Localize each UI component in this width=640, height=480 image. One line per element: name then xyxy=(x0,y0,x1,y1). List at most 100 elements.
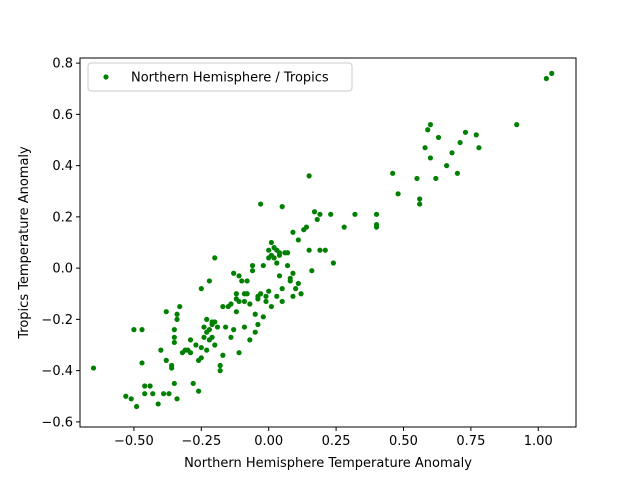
data-point xyxy=(457,139,463,146)
data-point xyxy=(449,150,455,156)
data-point xyxy=(473,132,479,138)
data-point xyxy=(274,293,280,299)
data-point xyxy=(425,127,431,133)
data-point xyxy=(373,221,380,228)
data-point xyxy=(196,388,202,394)
legend-marker xyxy=(103,74,109,80)
data-point xyxy=(204,316,210,322)
data-point xyxy=(236,273,242,279)
data-point xyxy=(317,211,323,217)
data-point xyxy=(293,286,299,292)
data-point xyxy=(287,275,293,281)
data-point xyxy=(217,368,223,374)
data-point xyxy=(422,145,428,151)
data-point xyxy=(414,175,420,182)
data-point xyxy=(220,303,226,310)
y-tick-label: 0.0 xyxy=(52,262,73,277)
data-point xyxy=(328,211,334,217)
data-point xyxy=(217,362,223,369)
x-axis-ticks: −0.50 −0.25 0.00 0.25 0.50 0.75 1.00 xyxy=(114,427,553,449)
data-point xyxy=(209,334,215,340)
data-point xyxy=(169,365,175,371)
data-point xyxy=(163,309,169,315)
data-point xyxy=(306,173,312,179)
data-points xyxy=(90,70,555,410)
data-point xyxy=(427,155,434,161)
data-point xyxy=(160,391,167,397)
data-point xyxy=(314,216,320,223)
data-point xyxy=(395,191,401,197)
data-point xyxy=(274,260,280,266)
data-point xyxy=(171,380,177,387)
data-point xyxy=(266,288,272,294)
data-point xyxy=(290,293,296,299)
data-point xyxy=(311,209,318,215)
data-point xyxy=(279,298,285,305)
data-point xyxy=(279,286,285,292)
data-point xyxy=(231,327,237,333)
data-point xyxy=(543,75,549,82)
data-point xyxy=(284,250,291,256)
data-point xyxy=(433,175,439,182)
data-point xyxy=(158,347,164,353)
data-point xyxy=(193,342,199,348)
y-tick-label: −0.4 xyxy=(41,364,73,379)
data-point xyxy=(228,334,234,340)
data-point xyxy=(322,247,328,253)
data-point xyxy=(214,324,221,330)
data-point xyxy=(231,270,237,276)
data-point xyxy=(131,327,137,333)
y-axis-label: Tropics Temperature Anomaly xyxy=(17,146,32,340)
data-point xyxy=(174,316,180,322)
data-point xyxy=(220,352,226,358)
data-point xyxy=(233,291,239,297)
data-point xyxy=(222,324,229,330)
data-point xyxy=(390,170,396,176)
data-point xyxy=(166,391,172,397)
data-point xyxy=(330,260,336,266)
data-point xyxy=(233,309,239,315)
data-point xyxy=(295,237,301,243)
data-point xyxy=(427,122,434,128)
data-point xyxy=(123,393,129,399)
data-point xyxy=(268,239,274,246)
data-point xyxy=(236,350,242,356)
data-point xyxy=(201,334,207,340)
data-point xyxy=(341,224,347,230)
data-point xyxy=(444,163,450,169)
y-tick-label: 0.6 xyxy=(52,108,73,123)
data-point xyxy=(373,211,380,217)
data-point xyxy=(142,383,148,389)
y-tick-label: 0.4 xyxy=(52,159,73,174)
data-point xyxy=(290,229,296,235)
data-point xyxy=(150,391,156,397)
x-tick-label: 0.75 xyxy=(456,434,485,449)
data-point xyxy=(244,291,250,297)
data-point xyxy=(244,278,250,284)
data-point xyxy=(212,319,218,325)
data-point xyxy=(163,357,169,363)
data-point xyxy=(255,321,261,328)
data-point xyxy=(239,278,245,284)
data-point xyxy=(258,291,264,297)
data-point xyxy=(171,339,177,346)
data-point xyxy=(128,396,134,402)
x-tick-label: −0.25 xyxy=(181,434,221,449)
data-point xyxy=(249,262,256,269)
data-point xyxy=(212,342,218,348)
data-point xyxy=(198,355,204,361)
data-point xyxy=(263,293,269,299)
x-tick-label: −0.50 xyxy=(114,434,154,449)
data-point xyxy=(260,262,266,269)
data-point xyxy=(252,311,258,317)
data-point xyxy=(454,170,460,176)
data-point xyxy=(174,396,180,402)
data-point xyxy=(249,268,256,274)
data-point xyxy=(514,122,520,128)
data-point xyxy=(306,247,312,253)
data-point xyxy=(247,301,253,307)
legend: Northern Hemisphere / Tropics xyxy=(87,62,353,92)
data-point xyxy=(171,327,177,333)
data-point xyxy=(268,303,274,310)
